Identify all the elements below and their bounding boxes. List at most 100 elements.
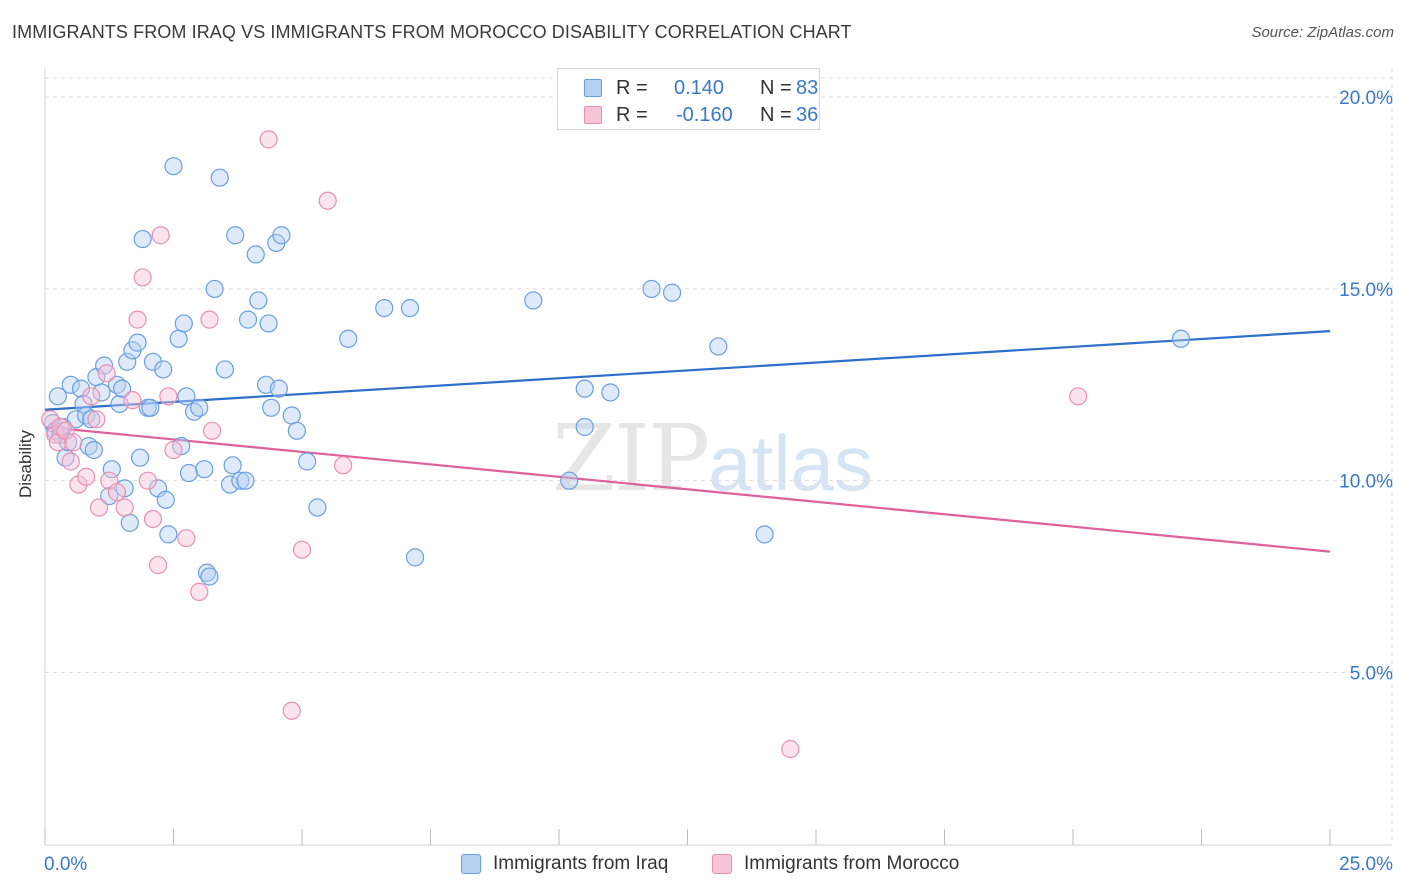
morocco-point [159,387,178,406]
morocco-point [77,467,96,486]
n-value: 83 [796,77,819,99]
iraq-point [164,157,183,176]
iraq-point [400,299,420,318]
tick-label-layer: 5.0% 10.0% 15.0% 20.0% 0.0% 25.0% [44,88,1393,875]
iraq-point [405,548,425,567]
iraq-point [190,398,209,417]
morocco-point [123,391,142,410]
watermark-atlas: atlas [708,419,873,507]
iraq-point [575,379,594,398]
iraq-point [143,352,163,371]
iraq-point [755,525,774,544]
y-tick-label: 20.0% [1339,88,1393,109]
iraq-point [179,463,199,483]
grid-layer [45,68,1393,845]
morocco-point [200,310,219,329]
iraq-point [601,383,620,402]
watermark: ZIPatlas [552,405,873,512]
iraq-point [575,417,594,437]
iraq-trend-line [44,330,1331,411]
morocco-point [115,498,134,517]
iraq-point [215,360,234,379]
morocco-point [107,483,127,502]
iraq-point [220,475,240,494]
source-label: Source: ZipAtlas.com [1251,24,1394,41]
morocco-point [143,509,163,529]
iraq-point [71,379,91,398]
iraq-point [238,310,258,329]
iraq-legend-swatch [461,854,481,874]
iraq-point [200,567,219,586]
iraq-point [231,471,250,490]
trend-layer [44,330,1331,553]
axis-layer [44,68,1392,846]
r-label: R = [616,77,648,99]
morocco-point [1069,387,1088,406]
morocco-point [334,456,353,475]
n-value: 36 [796,104,819,126]
morocco-point [69,475,88,494]
iraq-point [118,352,137,371]
iraq-point [66,410,85,429]
iraq-point [308,498,327,517]
iraq-point [246,245,265,264]
iraq-point [282,406,301,425]
iraq-point [375,299,394,318]
iraq-point [102,460,121,479]
iraq-point [560,471,579,490]
chart-title: IMMIGRANTS FROM IRAQ VS IMMIGRANTS FROM … [12,22,852,42]
morocco-legend-swatch [712,854,732,874]
iraq-point [272,226,291,245]
iraq-point [177,387,196,406]
x-tick-label: 25.0% [1339,854,1393,875]
iraq-point [74,394,93,414]
morocco-point [97,364,116,383]
morocco-point [148,555,168,575]
morocco-point [61,452,80,471]
iraq-point [259,314,278,333]
iraq-point [120,513,139,532]
iraq-point [112,379,132,398]
morocco-point [164,440,183,460]
iraq-point [1171,329,1191,348]
iraq-point [92,383,111,402]
points-layer [41,130,1191,759]
iraq-point [210,168,229,187]
morocco-point [133,268,152,287]
iraq-swatch [584,79,602,97]
morocco-point [89,498,109,517]
iraq-point [48,387,67,406]
morocco-point [151,226,170,245]
r-value: 0.140 [674,77,725,99]
iraq-point [156,490,175,509]
morocco-point [292,540,312,559]
series-legend: Immigrants from Iraq Immigrants from Mor… [0,850,1406,880]
iraq-point [223,456,242,475]
iraq-point [298,452,317,471]
morocco-point [282,701,301,720]
y-tick-label: 15.0% [1339,280,1393,301]
iraq-point [61,375,80,394]
r-label: R = [616,104,648,126]
iraq-point [130,448,150,467]
morocco-point [128,310,147,329]
morocco-point [259,130,278,149]
morocco-swatch [584,106,602,124]
morocco-point [318,191,337,210]
morocco-point [781,740,800,759]
iraq-point [159,525,178,544]
iraq-point [709,337,728,356]
legend-label-morocco: Immigrants from Morocco [744,853,960,874]
x-tick-label: 0.0% [44,854,87,875]
stats-legend: R = 0.140 N = 83 R = -0.160 N = 36 [557,68,820,130]
iraq-point [236,471,255,490]
y-tick-label: 5.0% [1350,663,1393,684]
iraq-point [269,379,288,398]
iraq-point [133,229,152,249]
morocco-trend-line [44,425,1331,553]
morocco-point [64,433,83,452]
iraq-point [226,226,245,245]
iraq-point [154,360,173,379]
y-tick-label: 10.0% [1339,472,1393,493]
